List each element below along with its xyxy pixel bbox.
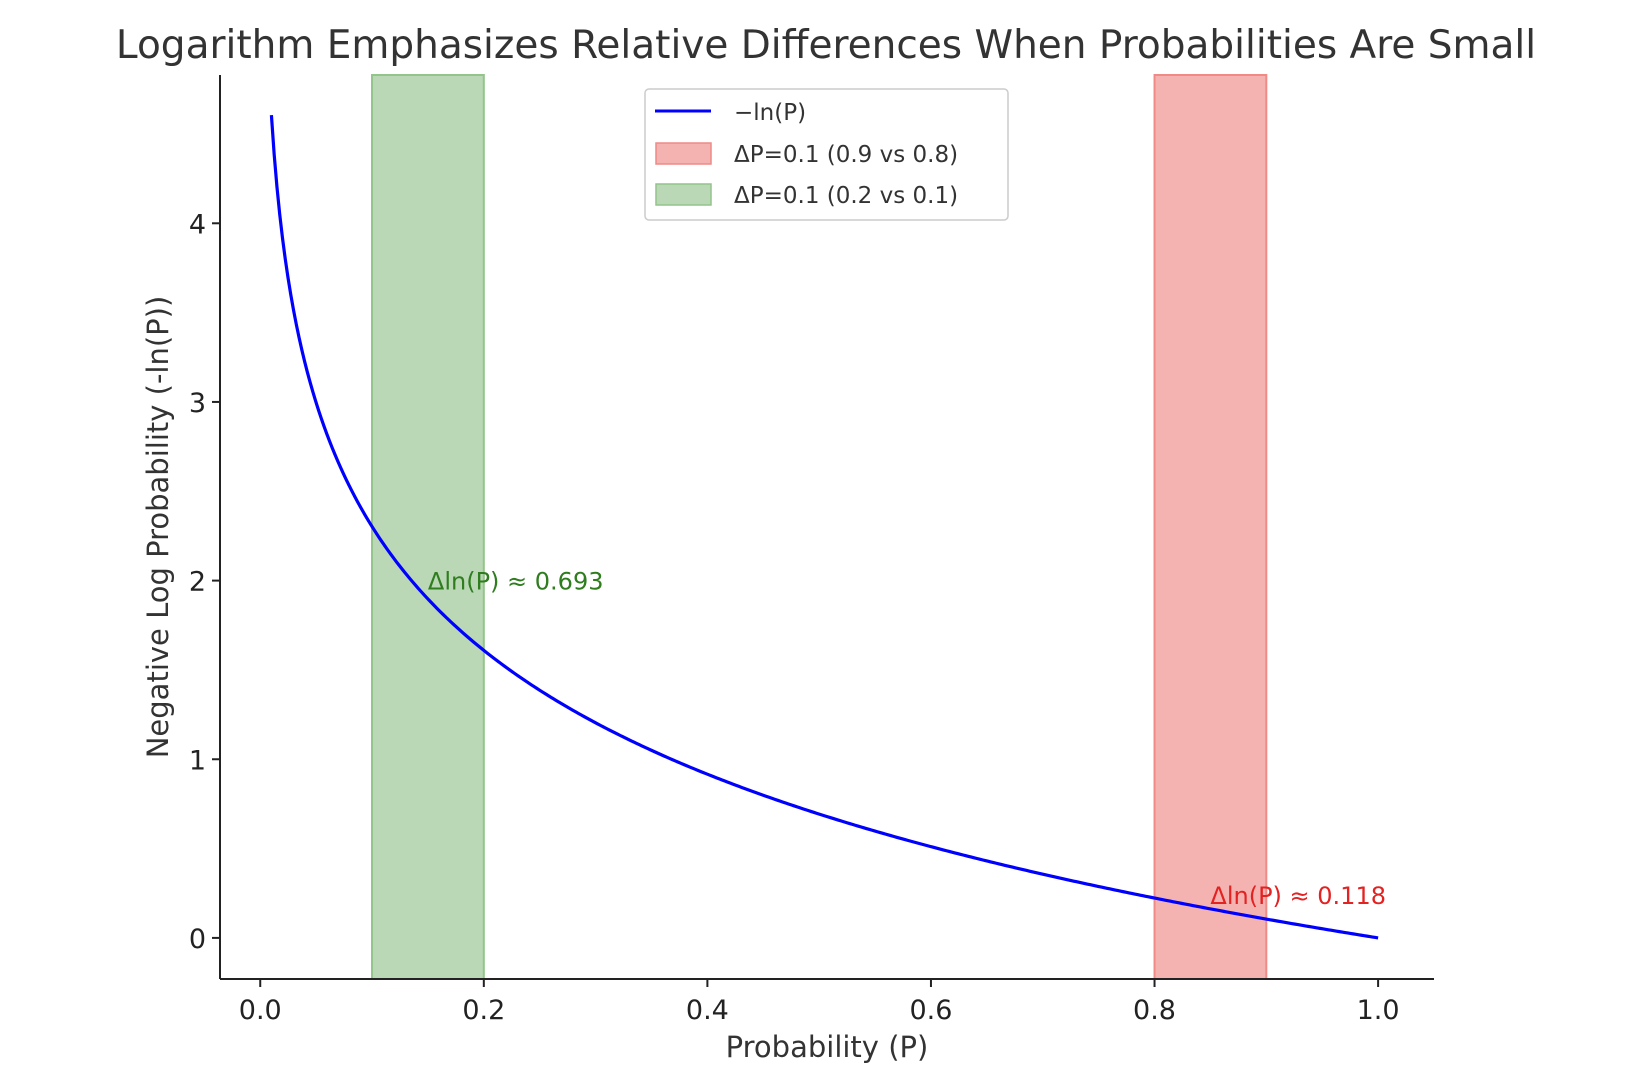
annotation-1: Δln(P) ≈ 0.118 (1210, 882, 1386, 910)
shaded-regions (371, 74, 1268, 980)
y-tick-label: 4 (189, 209, 206, 240)
y-tick-label: 2 (189, 567, 206, 598)
legend-frame (644, 88, 1009, 221)
legend: −ln(P) ΔP=0.1 (0.9 vs 0.8) ΔP=0.1 (0.2 v… (644, 88, 1009, 221)
annotations: Δln(P) ≈ 0.693 Δln(P) ≈ 0.118 (428, 568, 1386, 910)
y-tick-label: 3 (189, 388, 206, 419)
x-tick-label: 0.8 (1133, 995, 1176, 1026)
x-tick-label: 0.0 (239, 995, 282, 1026)
annotation-0: Δln(P) ≈ 0.693 (428, 568, 604, 596)
x-tick-label: 1.0 (1357, 995, 1400, 1026)
shaded-region-0 (1153, 74, 1268, 980)
legend-label-line: −ln(P) (734, 100, 806, 126)
legend-label-green: ΔP=0.1 (0.2 vs 0.1) (734, 183, 958, 209)
legend-label-red: ΔP=0.1 (0.9 vs 0.8) (734, 142, 958, 168)
y-tick-label: 1 (189, 745, 206, 776)
x-tick-label: 0.2 (462, 995, 505, 1026)
legend-swatch-green (655, 183, 712, 206)
axes (219, 75, 1434, 980)
series-line-0 (269, 115, 1379, 940)
x-axis-label: Probability (P) (726, 1030, 929, 1064)
y-tick-label: 0 (189, 924, 206, 955)
series-layer (269, 115, 1379, 940)
y-ticks: 0 1 2 3 4 (189, 209, 220, 955)
shaded-region-1 (371, 74, 485, 980)
x-tick-label: 0.4 (686, 995, 729, 1026)
y-axis-label: Negative Log Probability (-ln(P)) (141, 296, 175, 759)
x-tick-label: 0.6 (909, 995, 952, 1026)
legend-swatch-red (655, 142, 712, 165)
chart-title: Logarithm Emphasizes Relative Difference… (116, 23, 1536, 68)
x-ticks: 0.0 0.2 0.4 0.6 0.8 1.0 (239, 979, 1400, 1026)
